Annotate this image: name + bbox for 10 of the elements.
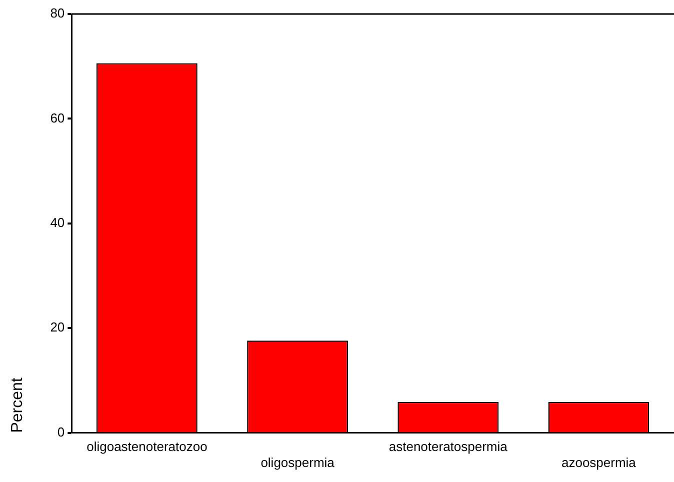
y-tick-label: 60 <box>50 110 65 126</box>
x-tick-label: azoospermia <box>561 454 637 470</box>
y-axis-title: Percent <box>9 377 26 433</box>
x-tick-label: oligospermia <box>260 454 336 470</box>
y-tick-label: 40 <box>50 214 65 230</box>
x-tick-label: astenoteratospermia <box>388 439 508 454</box>
y-tick-label: 20 <box>50 320 65 335</box>
y-tick-label: 0 <box>57 424 65 440</box>
y-tick-label: 80 <box>50 6 65 21</box>
x-tick-label: oligoastenoteratozoo <box>86 439 208 454</box>
